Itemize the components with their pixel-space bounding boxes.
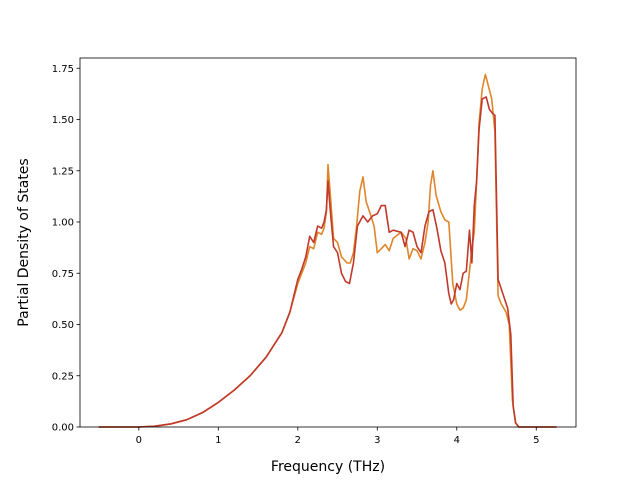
- y-tick-label: 0.25: [52, 371, 74, 382]
- x-tick-label: 2: [295, 435, 301, 446]
- series-layer: [98, 73, 557, 428]
- y-tick-label: 1.25: [52, 166, 74, 177]
- plot-frame: [79, 57, 577, 428]
- y-tick-label: 0.00: [52, 423, 74, 434]
- x-tick-label: 4: [454, 435, 460, 446]
- y-axis-label: Partial Density of States: [16, 158, 32, 326]
- y-tick-label: 1.00: [52, 218, 74, 229]
- y-tick-label: 0.75: [52, 269, 74, 280]
- x-tick-label: 3: [374, 435, 380, 446]
- x-tick-label: 0: [136, 435, 142, 446]
- y-tick-label: 1.75: [52, 64, 74, 75]
- x-tick-label: 1: [215, 435, 221, 446]
- series-line-1: [98, 73, 557, 428]
- x-axis-label: Frequency (THz): [271, 459, 385, 475]
- y-tick-label: 1.50: [52, 115, 74, 126]
- ticks-layer: 0 1 2 3 4 5 0.00 0.25 0.50 0.75 1.00 1.25 1.50 1.75: [52, 64, 540, 446]
- x-tick-label: 5: [533, 435, 539, 446]
- series-line-2: [98, 96, 557, 428]
- y-tick-label: 0.50: [52, 320, 74, 331]
